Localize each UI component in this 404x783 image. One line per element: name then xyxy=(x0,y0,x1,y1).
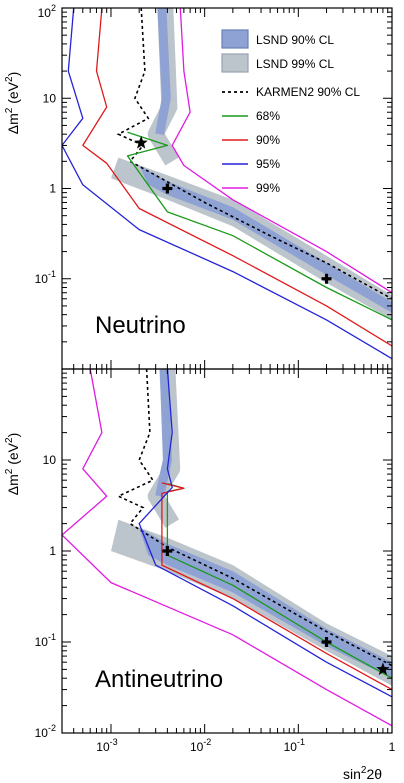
legend-item: LSND 90% CL xyxy=(221,29,334,49)
legend: LSND 90% CL LSND 99% CL KARMEN2 90% CL 68% 9… xyxy=(221,29,360,195)
y-tick-label: 10-1 xyxy=(35,269,56,286)
legend-swatch xyxy=(221,53,249,73)
contour-95pct xyxy=(138,369,392,698)
star-marker xyxy=(376,662,390,676)
legend-label: 95% xyxy=(256,157,280,171)
x-tick-label: 10-3 xyxy=(96,737,117,754)
antineutrino-panel: 10 1 10-1 10-2 10-3 10-2 10-1 1 Δm2 (eV2) Antineu… xyxy=(4,368,396,754)
legend-item: KARMEN2 90% CL xyxy=(222,85,360,99)
y-axis-label: Δm2 (eV2) xyxy=(4,433,21,496)
y-axis-label: Δm2 (eV2) xyxy=(4,72,21,135)
legend-label: LSND 90% CL xyxy=(256,33,334,47)
y-tick-label: 1 xyxy=(49,182,56,196)
star-marker xyxy=(134,135,148,149)
legend-item: LSND 99% CL xyxy=(221,53,334,73)
y-tick-label: 10 xyxy=(43,91,57,105)
legend-item: 90% xyxy=(222,133,280,147)
legend-item: 99% xyxy=(222,181,280,195)
contour-95pct xyxy=(62,8,392,360)
x-tick-label: 10-2 xyxy=(190,737,211,754)
contour-90pct xyxy=(82,8,392,347)
legend-swatch xyxy=(221,29,249,49)
legend-label: 99% xyxy=(256,181,280,195)
contour-99pct xyxy=(171,8,392,294)
cross-marker xyxy=(162,546,173,556)
contour-90pct xyxy=(161,482,392,691)
legend-label: 90% xyxy=(256,133,280,147)
contour-68pct xyxy=(126,131,392,321)
y-tick-label: 1 xyxy=(49,544,56,558)
panel-title: Antineutrino xyxy=(95,666,223,693)
y-tick-label: 10-2 xyxy=(35,723,56,740)
x-tick-label: 1 xyxy=(389,740,396,754)
legend-label: LSND 99% CL xyxy=(256,57,334,71)
lsnd90-vertical-band xyxy=(155,8,171,136)
y-tick-label: 10-1 xyxy=(35,632,56,649)
legend-label: 68% xyxy=(256,109,280,123)
lsnd90-diagonal-band xyxy=(139,165,392,313)
cross-marker xyxy=(321,637,332,647)
y-tick-label: 10 xyxy=(43,453,57,467)
lsnd90-diagonal-band xyxy=(139,527,392,679)
legend-label: KARMEN2 90% CL xyxy=(256,85,360,99)
panel-title: Neutrino xyxy=(95,312,186,339)
contour-99pct xyxy=(62,369,392,727)
x-axis-label: sin22θ xyxy=(343,765,382,782)
cross-marker xyxy=(162,183,173,194)
legend-item: 68% xyxy=(222,109,280,123)
legend-item: 95% xyxy=(222,157,280,171)
cross-marker xyxy=(321,273,332,284)
x-tick-label: 10-1 xyxy=(284,737,305,754)
lsnd90-vertical-band xyxy=(155,369,172,498)
y-tick-label: 102 xyxy=(38,3,56,20)
karmen2-curve xyxy=(116,369,392,667)
